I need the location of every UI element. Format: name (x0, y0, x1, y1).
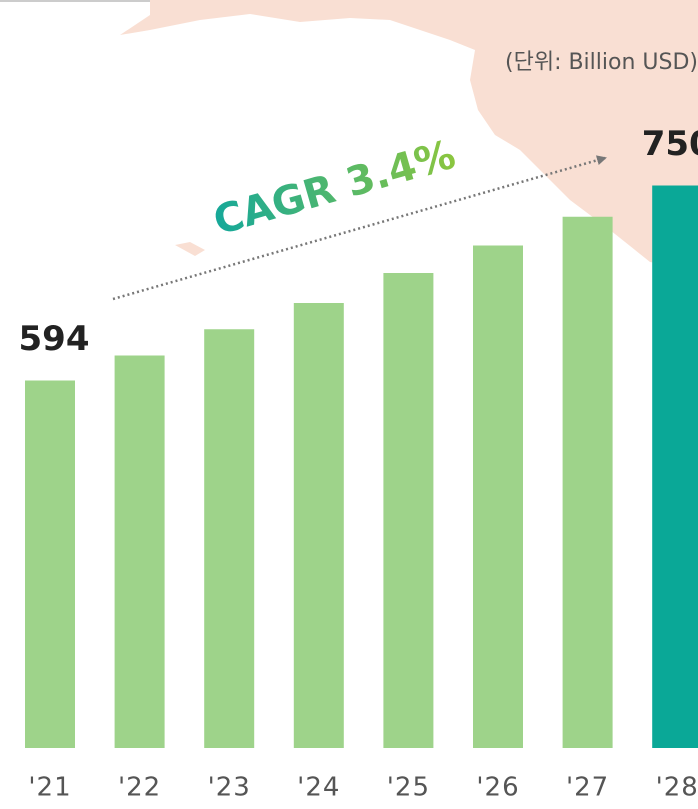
cagr-annotation: CAGR 3.4% (209, 132, 461, 245)
x-tick-label: '24 (297, 773, 340, 803)
x-tick-label: '22 (118, 773, 161, 803)
x-tick-label: '28 (656, 773, 698, 803)
x-tick-label: '26 (476, 773, 519, 803)
cagr-arrow (112, 155, 607, 301)
x-tick-label: '27 (566, 773, 609, 803)
bar (25, 380, 75, 748)
x-tick-label: '21 (28, 773, 71, 803)
bar (383, 273, 434, 748)
bar (473, 245, 523, 748)
x-tick-label: '25 (387, 773, 430, 803)
bar (562, 216, 613, 748)
value-label: 750 (642, 124, 698, 164)
bar (204, 329, 255, 748)
unit-note: (단위: Billion USD) (505, 50, 698, 75)
map-background (120, 0, 698, 270)
bar (293, 303, 344, 748)
bar (114, 355, 165, 748)
x-tick-label: '23 (208, 773, 251, 803)
value-label: 594 (19, 319, 90, 359)
bar (652, 185, 698, 748)
